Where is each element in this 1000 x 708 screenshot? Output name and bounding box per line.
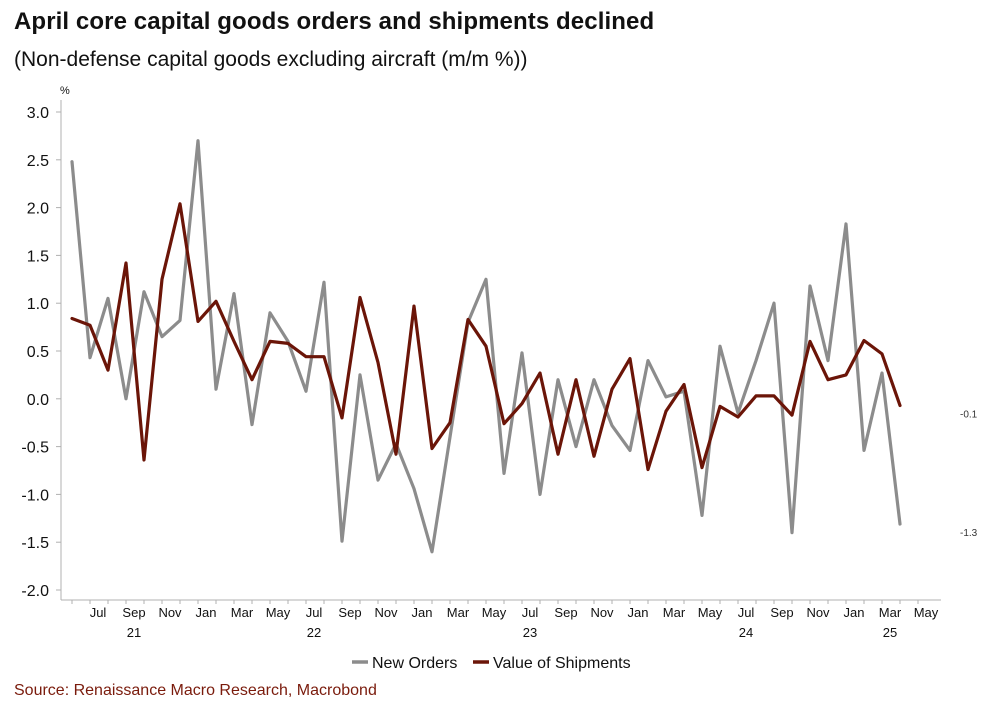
x-tick-label: Jan [412, 605, 433, 620]
y-unit-label: % [60, 85, 70, 97]
x-tick-label: Mar [879, 605, 902, 620]
x-tick-label: Jul [522, 605, 539, 620]
x-tick-label: Sep [338, 605, 361, 620]
x-tick-label: Mar [447, 605, 470, 620]
x-tick-label: May [914, 605, 939, 620]
chart-subtitle: (Non-defense capital goods excluding air… [14, 48, 528, 71]
x-year-label: 21 [127, 625, 141, 640]
y-tick-label: 3.0 [27, 105, 49, 122]
y-tick-label: 0.0 [27, 392, 49, 409]
x-tick-label: Jul [306, 605, 323, 620]
y-axis: % 3.0 2.5 2.0 1.5 1.0 0.5 0.0 -0.5 -1.0 -1.5 -2.0 [21, 85, 70, 600]
y-tick-label: 2.5 [27, 153, 49, 170]
legend: New Orders Value of Shipments [352, 655, 631, 672]
x-axis: Jul Sep Nov Jan Mar May Jul Sep Nov Jan Mar May Jul S… [61, 599, 941, 640]
end-value-label: -0.1 [960, 409, 978, 420]
x-tick-label: May [698, 605, 723, 620]
series-layer [70, 139, 902, 554]
x-tick-label: Jan [196, 605, 217, 620]
x-tick-label: Nov [158, 605, 182, 620]
x-tick-label: Nov [374, 605, 398, 620]
x-tick-label: Jan [628, 605, 649, 620]
end-labels: -1.3 -0.1 [960, 409, 978, 539]
x-year-label: 25 [883, 625, 897, 640]
x-tick-label: Nov [590, 605, 614, 620]
x-tick-label: Sep [122, 605, 145, 620]
chart-title: April core capital goods orders and ship… [14, 8, 655, 35]
x-tick-label: Jul [738, 605, 755, 620]
y-tick-label: 2.0 [27, 201, 49, 218]
x-tick-label: Jan [844, 605, 865, 620]
y-tick-label: 1.5 [27, 248, 49, 265]
y-tick-label: -2.0 [21, 583, 49, 600]
end-value-label: -1.3 [960, 528, 978, 539]
x-year-label: 23 [523, 625, 537, 640]
x-tick-label: Sep [770, 605, 793, 620]
legend-label: New Orders [372, 655, 457, 672]
x-year-label: 22 [307, 625, 321, 640]
x-tick-label: Nov [806, 605, 830, 620]
y-tick-label: -0.5 [21, 440, 49, 457]
legend-label: Value of Shipments [493, 655, 631, 672]
x-tick-label: May [266, 605, 291, 620]
series-line-value-of-shipments [70, 202, 902, 472]
x-tick-label: Jul [90, 605, 107, 620]
x-tick-label: Mar [663, 605, 686, 620]
y-tick-label: -1.0 [21, 487, 49, 504]
x-tick-label: May [482, 605, 507, 620]
y-tick-label: 1.0 [27, 296, 49, 313]
y-tick-label: -1.5 [21, 535, 49, 552]
x-year-label: 24 [739, 625, 753, 640]
source-note: Source: Renaissance Macro Research, Macr… [14, 682, 377, 699]
x-tick-label: Mar [231, 605, 254, 620]
y-tick-label: 0.5 [27, 344, 49, 361]
x-tick-label: Sep [554, 605, 577, 620]
